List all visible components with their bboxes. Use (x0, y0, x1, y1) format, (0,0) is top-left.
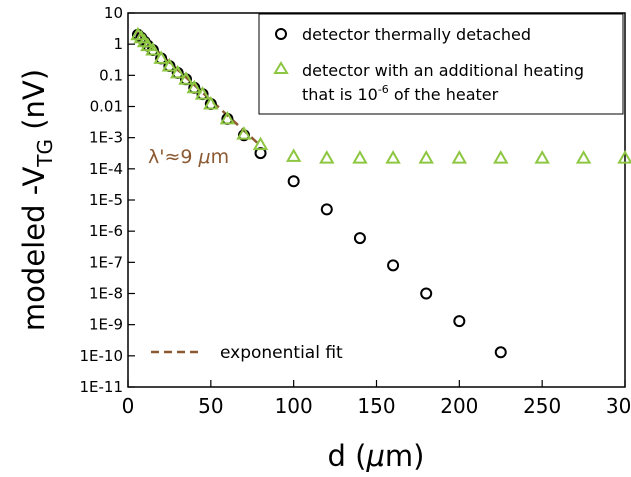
legend-label-thermally-detached: detector thermally detached (302, 25, 531, 44)
y-tick-label: 1 (113, 35, 123, 53)
y-tick-label: 1E-11 (79, 378, 123, 396)
y-tick-label: 0.01 (90, 98, 123, 116)
data-point-triangle (493, 150, 509, 164)
x-tick-label: 150 (357, 394, 395, 418)
y-tick-label: 1E-4 (89, 160, 123, 178)
y-tick-label: 1E-7 (89, 253, 123, 271)
fit-legend-label: exponential fit (220, 343, 343, 363)
series-detector-additional-heating (130, 26, 631, 164)
data-point-triangle (219, 110, 236, 125)
y-tick-label: 10 (104, 4, 123, 22)
data-point-triangle (178, 71, 194, 85)
decay-length-annotation: λ'≈9 μm (148, 146, 229, 168)
y-tick-label: 1E-8 (89, 285, 123, 303)
data-point-triangle (169, 64, 186, 79)
x-tick-label: 100 (275, 394, 313, 418)
data-point-circle (320, 203, 333, 216)
data-point-circle (287, 175, 300, 188)
data-point-circle (453, 315, 466, 328)
legend-label-additional-heating-line1: detector with an additional heating (302, 61, 584, 80)
data-point-triangle (186, 79, 202, 94)
data-point-triangle (534, 150, 550, 164)
data-point-triangle (352, 150, 368, 164)
data-point-triangle (194, 86, 211, 100)
data-point-triangle (203, 96, 219, 110)
legend-triangle-marker (273, 61, 289, 74)
legend-circle-marker (275, 28, 287, 40)
x-tick-label: 200 (440, 394, 478, 418)
x-axis-title: d (μm) (328, 439, 425, 473)
x-tick-label: 50 (198, 394, 223, 418)
y-tick-label: 1E-5 (89, 191, 123, 209)
data-point-triangle (285, 148, 302, 162)
data-point-triangle (617, 150, 631, 164)
data-point-circle (387, 259, 400, 272)
y-tick-label: 1E-3 (89, 129, 123, 147)
x-tick-label: 250 (523, 394, 561, 418)
legend-label-additional-heating-line2: that is 10-6 of the heater (302, 83, 499, 104)
data-point-triangle (418, 150, 434, 164)
data-point-triangle (236, 126, 252, 140)
data-point-circle (420, 287, 433, 300)
y-tick-label: 1E-6 (89, 222, 123, 240)
fit-legend: exponential fit (151, 343, 343, 363)
data-point-triangle (161, 57, 178, 72)
legend: detector thermally detached detector wit… (258, 13, 624, 115)
data-point-triangle (451, 150, 468, 164)
x-tick-label: 300 (606, 394, 631, 418)
data-point-triangle (153, 50, 169, 64)
y-tick-label: 1E-9 (89, 316, 123, 334)
data-point-triangle (319, 150, 335, 164)
x-axis-ticks: 0 50 100 150 200 250 300 (122, 380, 631, 418)
data-point-triangle (140, 37, 156, 52)
data-point-circle (494, 346, 507, 359)
data-point-triangle (145, 41, 161, 56)
data-point-triangle (575, 150, 592, 164)
legend-box (258, 13, 624, 115)
y-tick-label: 0.1 (99, 66, 123, 84)
data-point-circle (353, 232, 366, 245)
y-tick-label: 1E-10 (79, 347, 123, 365)
y-axis-ticks: 10 1 0.1 0.01 1E-3 1E-4 1E-5 1E-6 1E-7 1E-8 1E-9 1E… (79, 4, 135, 396)
y-axis-title: modeled -VTG (nV) (17, 69, 57, 331)
x-tick-label: 0 (122, 394, 135, 418)
data-point-triangle (385, 150, 401, 164)
data-point-triangle (252, 136, 269, 151)
